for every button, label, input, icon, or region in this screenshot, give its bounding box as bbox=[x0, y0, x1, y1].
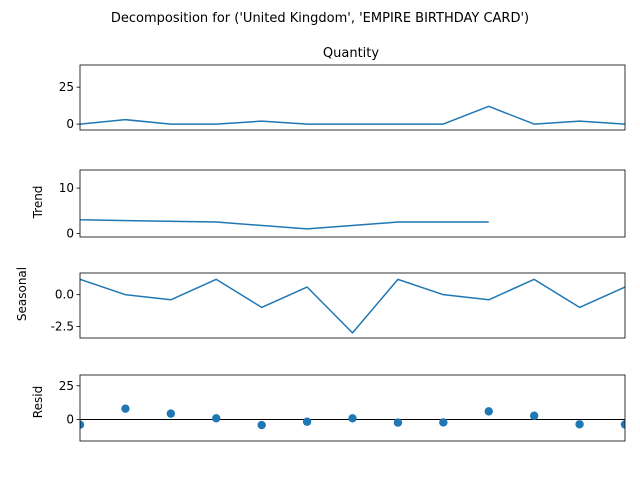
resid-ylabel: Resid bbox=[31, 386, 45, 418]
trend-data-layer bbox=[80, 219, 489, 230]
observed-ytick-label: 25 bbox=[59, 80, 74, 94]
resid-point bbox=[529, 411, 539, 420]
observed-panel-title: Quantity bbox=[323, 46, 379, 61]
resid-panel: 0252011-012011-032011-052011-072011-0920… bbox=[59, 374, 626, 442]
observed-frame bbox=[79, 64, 626, 131]
resid-ytick-label: 25 bbox=[59, 379, 74, 393]
trend-ytick-label: 0 bbox=[66, 226, 74, 240]
trend-frame bbox=[79, 169, 626, 238]
seasonal-panel: 0.0-2.52011-012011-032011-052011-072011-… bbox=[51, 272, 626, 339]
resid-point bbox=[439, 418, 448, 427]
resid-frame bbox=[79, 374, 626, 442]
resid-point bbox=[393, 418, 403, 427]
seasonal-ytick-label: 0.0 bbox=[55, 288, 74, 302]
resid-point bbox=[121, 404, 130, 413]
seasonal-data-layer bbox=[80, 278, 625, 334]
seasonal-ytick-label: -2.5 bbox=[51, 320, 74, 334]
observed-panel: 0252011-012011-032011-052011-072011-0920… bbox=[59, 64, 626, 131]
seasonal-frame bbox=[79, 272, 626, 339]
resid-point bbox=[620, 420, 625, 429]
resid-point bbox=[80, 420, 85, 429]
figure-suptitle: Decomposition for ('United Kingdom', 'EM… bbox=[111, 11, 529, 26]
resid-point bbox=[575, 420, 584, 429]
resid-point bbox=[302, 417, 312, 426]
observed-ytick-label: 0 bbox=[66, 117, 74, 131]
seasonal-series-line bbox=[80, 278, 625, 334]
resid-point bbox=[257, 420, 266, 430]
resid-point bbox=[348, 414, 357, 423]
resid-point bbox=[484, 407, 493, 416]
trend-panel: 0102011-012011-032011-052011-072011-0920… bbox=[59, 169, 626, 240]
resid-data-layer bbox=[80, 404, 625, 430]
resid-point bbox=[212, 414, 221, 423]
trend-ytick-label: 10 bbox=[59, 181, 74, 195]
resid-point bbox=[166, 409, 176, 418]
seasonal-ylabel: Seasonal bbox=[15, 267, 29, 321]
trend-series-line bbox=[80, 219, 489, 230]
trend-ylabel: Trend bbox=[31, 186, 45, 220]
resid-ytick-label: 0 bbox=[66, 412, 74, 426]
